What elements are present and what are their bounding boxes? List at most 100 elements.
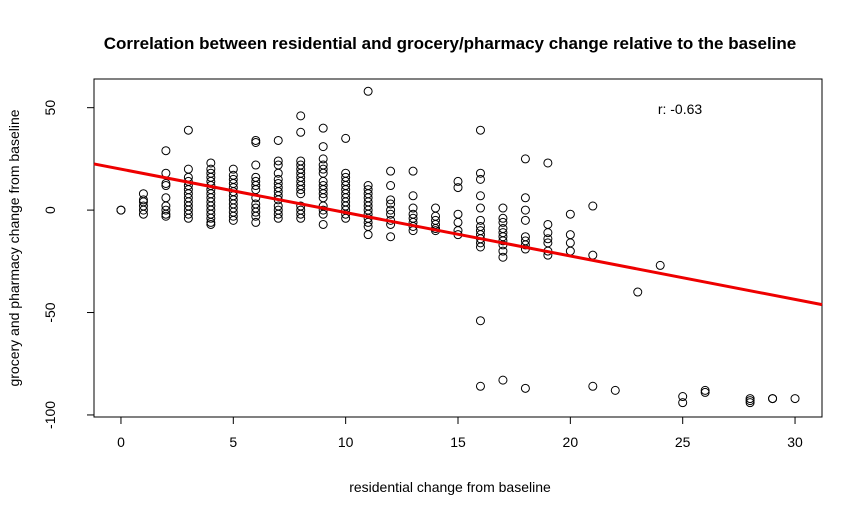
data-point: [565, 238, 575, 248]
data-point: [318, 209, 328, 219]
data-points: [116, 86, 800, 408]
regression-line-group: [93, 162, 823, 307]
data-point: [498, 375, 508, 385]
plot-frame: [93, 78, 823, 418]
data-point: [161, 181, 171, 191]
data-point: [475, 215, 485, 225]
data-point: [588, 250, 598, 260]
data-point: [678, 392, 688, 402]
data-point: [138, 195, 148, 205]
data-point: [565, 246, 575, 256]
data-point: [296, 209, 306, 219]
data-point: [228, 215, 238, 225]
data-point: [475, 242, 485, 252]
data-point: [475, 125, 485, 135]
data-point: [565, 230, 575, 240]
x-tick-label: 25: [675, 434, 691, 450]
data-point: [116, 205, 126, 215]
data-point: [520, 240, 530, 250]
data-point: [543, 228, 553, 238]
y-tick-label: -100: [42, 401, 58, 429]
x-tick-label: 5: [229, 434, 237, 450]
data-point: [273, 168, 283, 178]
data-point: [386, 195, 396, 205]
y-tick-label: 0: [42, 206, 58, 214]
x-tick-label: 15: [450, 434, 466, 450]
x-tick-label: 0: [117, 434, 125, 450]
x-axis: 0 5 10 15 20 25 30: [117, 416, 803, 450]
data-point: [475, 168, 485, 178]
data-point: [138, 205, 148, 215]
data-point: [296, 111, 306, 121]
data-point: [543, 158, 553, 168]
data-point: [251, 217, 261, 227]
data-point: [341, 213, 351, 223]
data-point: [318, 164, 328, 174]
data-point: [588, 381, 598, 391]
data-point: [318, 219, 328, 229]
data-point: [431, 203, 441, 213]
data-point: [543, 219, 553, 229]
data-point: [318, 123, 328, 133]
data-point: [745, 396, 755, 406]
data-point: [161, 193, 171, 203]
data-point: [700, 385, 710, 395]
data-point: [296, 127, 306, 137]
data-point: [386, 205, 396, 215]
data-point: [453, 209, 463, 219]
data-point: [206, 219, 216, 229]
data-point: [408, 203, 418, 213]
data-point: [386, 166, 396, 176]
data-point: [251, 160, 261, 170]
data-point: [251, 211, 261, 221]
data-point: [700, 387, 710, 397]
data-point: [610, 385, 620, 395]
data-point: [228, 211, 238, 221]
data-point: [475, 191, 485, 201]
data-point: [475, 174, 485, 184]
data-point: [565, 209, 575, 219]
data-point: [228, 164, 238, 174]
data-point: [498, 217, 508, 227]
data-point: [498, 203, 508, 213]
data-point: [273, 213, 283, 223]
y-tick-label: 50: [42, 100, 58, 116]
data-point: [183, 125, 193, 135]
x-tick-label: 10: [338, 434, 354, 450]
data-point: [408, 166, 418, 176]
data-point: [251, 181, 261, 191]
data-point: [520, 154, 530, 164]
data-point: [520, 205, 530, 215]
data-point: [161, 205, 171, 215]
data-point: [678, 398, 688, 408]
data-point: [318, 142, 328, 152]
data-point: [475, 203, 485, 213]
data-point: [408, 191, 418, 201]
y-axis-label: grocery and pharmacy change from baselin…: [6, 109, 22, 386]
data-point: [296, 185, 306, 195]
data-point: [251, 135, 261, 145]
data-point: [498, 252, 508, 262]
data-point: [520, 215, 530, 225]
data-point: [386, 209, 396, 219]
data-point: [161, 211, 171, 221]
correlation-annotation: r: -0.63: [658, 101, 703, 117]
data-point: [251, 138, 261, 148]
data-point: [475, 316, 485, 326]
regression-line: [93, 162, 823, 307]
data-point: [768, 394, 778, 404]
x-tick-label: 20: [563, 434, 579, 450]
data-point: [363, 86, 373, 96]
data-point: [520, 383, 530, 393]
data-point: [296, 189, 306, 199]
data-point: [183, 213, 193, 223]
data-point: [453, 176, 463, 186]
data-point: [453, 217, 463, 227]
data-point: [520, 193, 530, 203]
data-point: [318, 154, 328, 164]
data-point: [588, 201, 598, 211]
data-point: [543, 234, 553, 244]
y-tick-label: -50: [42, 302, 58, 322]
chart-title: Correlation between residential and groc…: [104, 34, 797, 53]
